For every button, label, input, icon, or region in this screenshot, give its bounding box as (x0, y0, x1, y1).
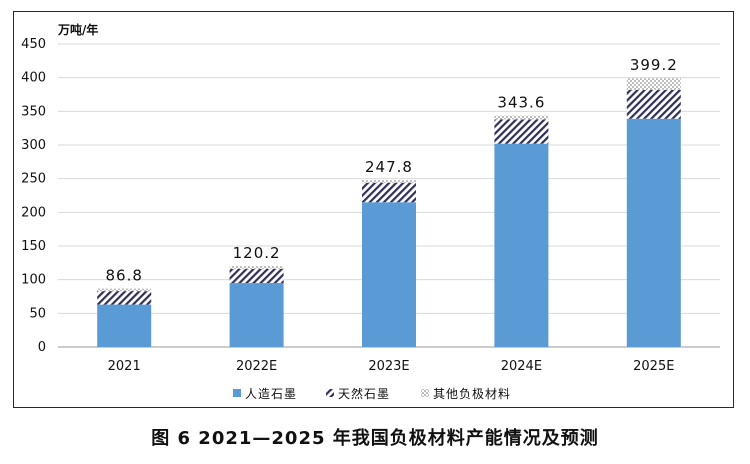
bar-segment-1 (494, 144, 548, 347)
figure-caption: 图 6 2021—2025 年我国负极材料产能情况及预测 (0, 424, 750, 450)
y-tick-label: 350 (21, 104, 46, 119)
bar-segment-1 (627, 119, 681, 347)
legend-item: 人造石墨 (233, 387, 297, 401)
bar-segment-2 (97, 291, 151, 304)
y-tick-label: 200 (21, 205, 46, 220)
y-tick-label: 150 (21, 239, 46, 254)
bar-segment-1 (362, 202, 416, 347)
total-value-label: 120.2 (233, 244, 281, 262)
y-tick-label: 400 (21, 71, 46, 86)
legend-item: 天然石墨 (326, 386, 390, 401)
bar-segment-2 (230, 269, 284, 283)
stacked-bar-chart: 050100150200250300350400450 20212022E202… (14, 12, 735, 409)
y-tick-label: 250 (21, 172, 46, 187)
y-axis-unit: 万吨/年 (57, 22, 98, 37)
legend-label: 天然石墨 (338, 386, 390, 401)
chart-frame: 050100150200250300350400450 20212022E202… (13, 11, 734, 408)
x-tick-label: 2022E (236, 359, 277, 374)
legend: 人造石墨 天然石墨 其他负极材料 (233, 386, 511, 401)
legend-label: 其他负极材料 (433, 387, 511, 401)
legend-swatch (421, 389, 429, 397)
legend-swatch (326, 389, 334, 397)
bar-segment-2 (627, 90, 681, 119)
bar-segment-2 (494, 119, 548, 143)
x-tick-label: 2025E (633, 359, 674, 374)
bar-segment-2 (362, 183, 416, 203)
y-tick-label: 0 (38, 340, 46, 355)
bar-segment-3 (97, 289, 151, 292)
y-tick-label: 450 (21, 37, 46, 52)
y-axis-ticks: 0 50 100 150 200 250 300 350 400 450 (21, 37, 46, 355)
bar-segment-3 (362, 180, 416, 183)
x-tick-label: 2023E (368, 359, 409, 374)
x-axis-ticks: 2021 2022E 2023E 2024E 2025E (108, 359, 675, 374)
y-tick-label: 100 (21, 273, 46, 288)
x-tick-label: 2021 (108, 359, 141, 374)
x-tick-label: 2024E (501, 359, 542, 374)
total-value-label: 247.8 (365, 158, 413, 176)
bar-segment-3 (230, 266, 284, 269)
legend-label: 人造石墨 (245, 387, 297, 401)
bar-segment-3 (494, 116, 548, 120)
total-value-label: 399.2 (630, 56, 678, 74)
y-tick-label: 300 (21, 138, 46, 153)
bar-segment-3 (627, 78, 681, 90)
legend-swatch (233, 389, 241, 397)
total-value-label: 86.8 (105, 267, 142, 285)
total-value-label: 343.6 (497, 94, 545, 112)
bar-segment-1 (230, 283, 284, 347)
legend-item: 其他负极材料 (421, 387, 511, 401)
bar-segment-1 (97, 305, 151, 347)
y-tick-label: 50 (29, 306, 46, 321)
